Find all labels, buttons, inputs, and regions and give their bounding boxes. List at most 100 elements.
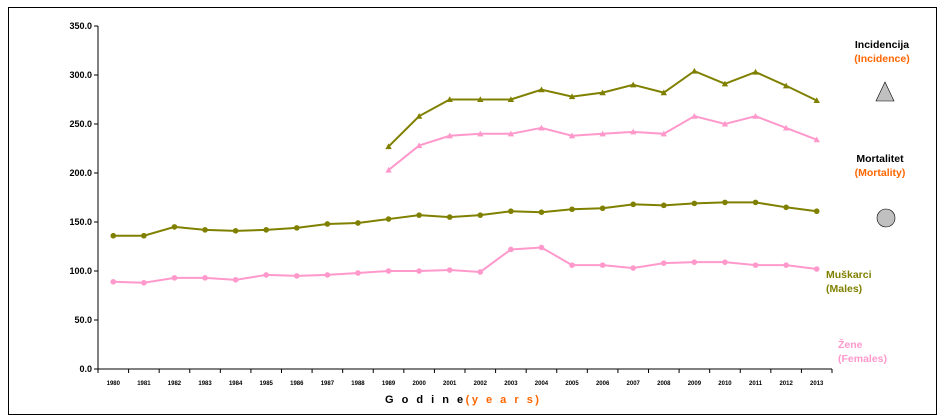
- data-point: [477, 269, 484, 275]
- data-point: [660, 89, 667, 96]
- x-tick-label: 2000: [412, 381, 426, 387]
- series-line: [113, 201, 817, 237]
- data-point: [691, 200, 698, 207]
- data-point: [385, 216, 392, 222]
- legend-mortality-label: Mortalitet: [856, 153, 904, 165]
- data-point: [355, 220, 361, 226]
- data-point: [721, 80, 729, 87]
- legend-incidence-triangle-icon: [875, 81, 895, 102]
- data-point: [446, 214, 453, 220]
- data-point: [171, 275, 178, 281]
- x-tick-label: 1986: [290, 381, 304, 387]
- data-point: [508, 208, 514, 215]
- data-point: [721, 120, 729, 127]
- data-point: [813, 208, 820, 215]
- x-tick-label: 1989: [382, 381, 396, 387]
- data-point: [171, 224, 178, 230]
- data-point: [293, 225, 300, 231]
- data-point: [446, 96, 453, 103]
- data-point: [813, 97, 820, 104]
- data-point: [691, 259, 698, 265]
- data-point: [782, 82, 790, 89]
- x-tick-label: 2006: [596, 381, 610, 387]
- data-point: [263, 272, 270, 278]
- series-group: [110, 67, 820, 286]
- x-tick-label: 2005: [565, 381, 579, 387]
- legend-females-label-en: (Females): [838, 353, 888, 365]
- y-tick-label: 50.0: [74, 315, 92, 325]
- legend-males: Muškarci (Males): [826, 268, 916, 296]
- data-point: [722, 199, 728, 206]
- data-point: [110, 232, 117, 239]
- data-point: [660, 202, 667, 209]
- y-tick-label: 350.0: [69, 21, 92, 31]
- data-point: [630, 265, 637, 271]
- x-axis: 1980 1981 1982 1983 1984 1985 1986 1987 1988 1989…: [97, 368, 833, 387]
- data-point: [538, 86, 545, 93]
- x-tick-label: 2013: [810, 381, 824, 387]
- series-line: [387, 115, 818, 171]
- data-point: [385, 143, 392, 150]
- data-point: [783, 262, 789, 268]
- data-point: [293, 273, 300, 279]
- data-point: [538, 209, 545, 215]
- series-line: [113, 246, 817, 284]
- x-tick-label: 1984: [229, 381, 243, 387]
- data-point: [599, 89, 606, 96]
- data-point: [477, 130, 484, 137]
- series-2: [110, 199, 820, 239]
- data-point: [660, 130, 667, 137]
- data-point: [599, 130, 606, 137]
- x-tick-label: 2001: [443, 381, 457, 387]
- y-tick-label: 150.0: [69, 217, 92, 227]
- data-point: [691, 67, 698, 74]
- data-point: [415, 142, 423, 149]
- legend-mortality-label-en: (Mortality): [854, 167, 906, 179]
- data-point: [783, 204, 789, 211]
- data-point: [538, 124, 545, 131]
- x-tick-label: 1981: [137, 381, 151, 387]
- x-tick-label: 2009: [688, 381, 702, 387]
- y-tick-label: 300.0: [69, 70, 92, 80]
- data-point: [385, 268, 392, 274]
- data-point: [630, 81, 637, 88]
- x-axis-title-main: G o d i n e: [385, 394, 466, 406]
- x-axis-title: G o d i n e(y e a r s): [385, 394, 541, 406]
- legend-mortality: Mortalitet (Mortality): [828, 152, 932, 180]
- x-tick-label: 2004: [535, 381, 549, 387]
- data-point: [507, 96, 515, 103]
- data-point: [813, 266, 820, 272]
- y-tick-label: 0.0: [79, 364, 92, 374]
- data-point: [232, 277, 239, 283]
- y-tick-label: 100.0: [69, 266, 92, 276]
- x-tick-label: 1985: [260, 381, 274, 387]
- data-point: [630, 128, 637, 135]
- x-axis-title-paren: (y e a r s): [465, 394, 542, 406]
- data-point: [722, 259, 728, 265]
- data-point: [507, 130, 515, 137]
- legend-males-label-en: (Males): [826, 283, 863, 295]
- legend-females: Žene (Females): [838, 338, 918, 366]
- data-point: [782, 124, 790, 131]
- data-point: [752, 68, 759, 75]
- data-point: [324, 272, 331, 278]
- x-tick-label: 2007: [627, 381, 641, 387]
- data-point: [599, 262, 606, 268]
- x-tick-label: 2008: [657, 381, 671, 387]
- data-point: [752, 262, 759, 268]
- data-point: [141, 279, 147, 286]
- data-point: [141, 232, 147, 239]
- legend-incidence-label: Incidencija: [854, 39, 910, 51]
- x-tick-label: 1987: [321, 381, 335, 387]
- data-point: [110, 278, 117, 285]
- x-tick-label: 2012: [779, 381, 793, 387]
- legend-females-label: Žene: [838, 339, 863, 351]
- data-point: [813, 136, 820, 143]
- data-point: [202, 275, 208, 281]
- x-tick-label: 2011: [749, 381, 763, 387]
- data-point: [568, 132, 576, 139]
- data-point: [355, 270, 361, 276]
- data-point: [263, 227, 270, 233]
- x-tick-label: 1983: [198, 381, 212, 387]
- legend-mortality-circle-icon: [876, 208, 896, 228]
